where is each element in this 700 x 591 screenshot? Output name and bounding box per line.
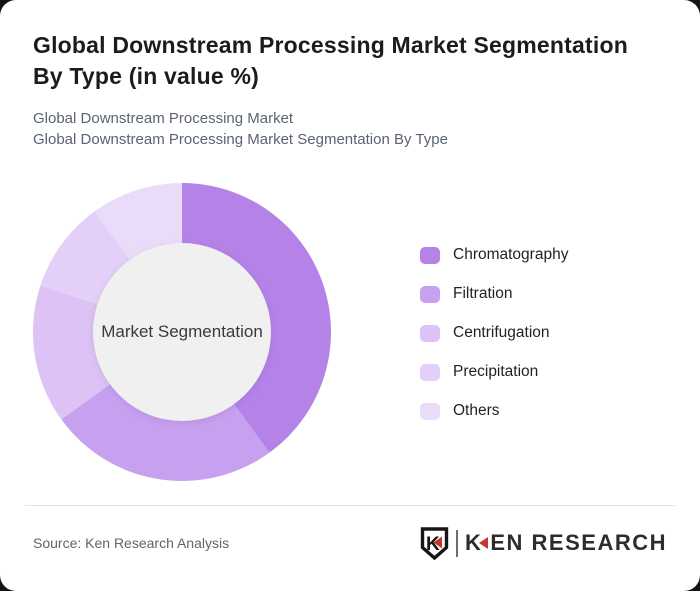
page-title: Global Downstream Processing Market Segm… [33,30,673,92]
legend-label: Others [453,402,500,419]
chart-legend: Chromatography Filtration Centrifugation… [420,246,568,420]
legend-item-filtration: Filtration [420,285,568,303]
wordmark-k: K [464,530,483,555]
legend-item-centrifugation: Centrifugation [420,324,568,342]
legend-item-precipitation: Precipitation [420,363,568,381]
legend-swatch [420,324,440,342]
donut-center: Market Segmentation [93,243,271,421]
legend-swatch [420,402,440,420]
wordmark-rest: EN RESEARCH [490,530,667,555]
ken-research-wordmark: K EN RESEARCH [465,530,667,556]
source-text: Source: Ken Research Analysis [33,535,230,551]
legend-item-chromatography: Chromatography [420,246,568,264]
legend-swatch [420,363,440,381]
legend-label: Filtration [453,285,513,302]
page-title-line1: Global Downstream Processing Market Segm… [33,32,628,58]
subtitle-line2: Global Downstream Processing Market Segm… [33,131,448,148]
footer-divider [25,505,675,506]
legend-label: Centrifugation [453,324,550,341]
donut-chart-area: Market Segmentation [33,183,331,481]
donut-center-label: Market Segmentation [101,322,263,341]
legend-label: Chromatography [453,246,569,263]
ken-research-logo: K K EN RESEARCH [420,526,667,560]
footer: Source: Ken Research Analysis K K EN RESE… [33,521,667,565]
logo-separator [455,529,458,557]
shield-outline [420,526,449,560]
shield-red-triangle-icon [433,536,442,548]
legend-label: Precipitation [453,363,539,380]
legend-swatch [420,246,440,264]
legend-item-others: Others [420,402,568,420]
page-subtitle: Global Downstream Processing Market Glob… [33,108,673,150]
ken-research-shield-icon: K [420,526,449,560]
page-title-line2: By Type (in value %) [33,63,259,89]
subtitle-line1: Global Downstream Processing Market [33,110,294,127]
shield-letter: K [426,534,440,555]
wordmark-red-triangle-icon [479,537,489,549]
legend-swatch [420,285,440,303]
